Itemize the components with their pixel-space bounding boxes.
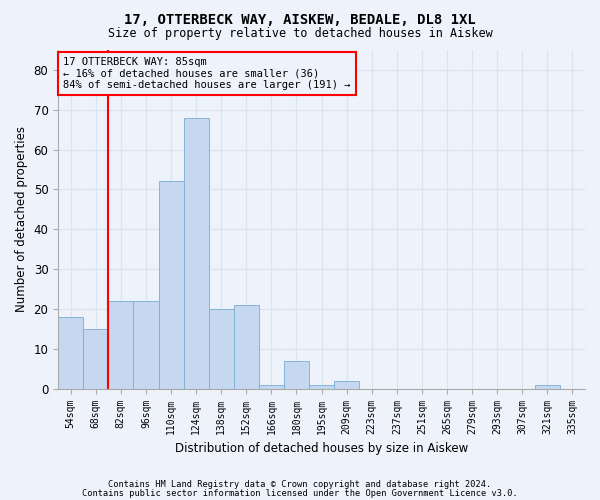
Text: 17 OTTERBECK WAY: 85sqm
← 16% of detached houses are smaller (36)
84% of semi-de: 17 OTTERBECK WAY: 85sqm ← 16% of detache… [64, 57, 351, 90]
Bar [334, 380, 359, 388]
Bar [109, 301, 133, 388]
Bar [309, 384, 334, 388]
Bar [535, 384, 560, 388]
Bar [184, 118, 209, 388]
Bar [259, 384, 284, 388]
Text: 17, OTTERBECK WAY, AISKEW, BEDALE, DL8 1XL: 17, OTTERBECK WAY, AISKEW, BEDALE, DL8 1… [124, 12, 476, 26]
Bar [284, 361, 309, 388]
Bar [209, 309, 234, 388]
Text: Contains public sector information licensed under the Open Government Licence v3: Contains public sector information licen… [82, 489, 518, 498]
Text: Size of property relative to detached houses in Aiskew: Size of property relative to detached ho… [107, 28, 493, 40]
Bar [83, 329, 109, 388]
Text: Contains HM Land Registry data © Crown copyright and database right 2024.: Contains HM Land Registry data © Crown c… [109, 480, 491, 489]
X-axis label: Distribution of detached houses by size in Aiskew: Distribution of detached houses by size … [175, 442, 468, 455]
Bar [58, 317, 83, 388]
Y-axis label: Number of detached properties: Number of detached properties [15, 126, 28, 312]
Bar [133, 301, 158, 388]
Bar [158, 182, 184, 388]
Bar [234, 305, 259, 388]
